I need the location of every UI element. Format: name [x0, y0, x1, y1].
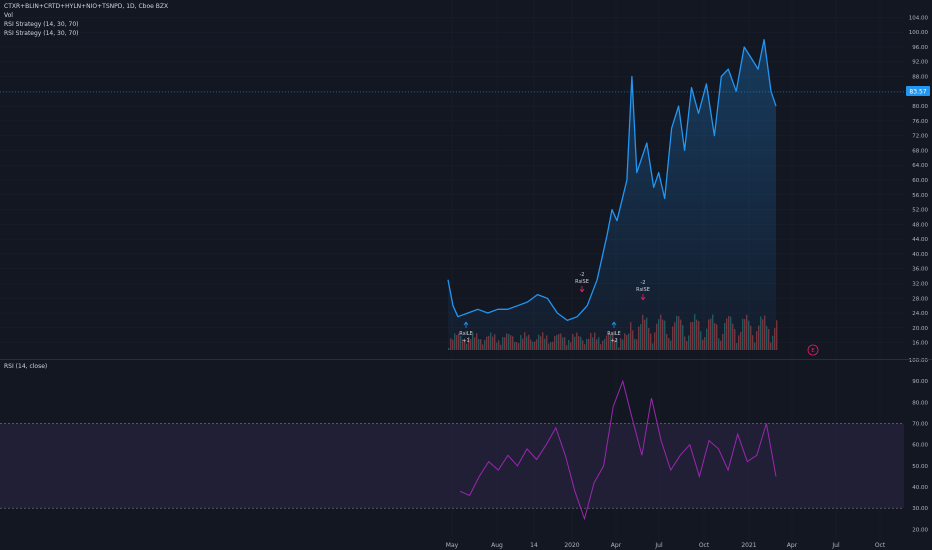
rsi-axis-label: 30.00	[912, 506, 928, 512]
indicator-legend-rsi-strategy-2[interactable]: RSI Strategy (14, 30, 70)	[4, 30, 79, 37]
price-axis-label: 36.00	[912, 267, 928, 273]
price-axis-label: 16.00	[912, 341, 928, 347]
time-axis-label: Jul	[654, 542, 663, 549]
time-axis-label: Oct	[699, 542, 710, 549]
rsi-pane-title: RSI (14, close)	[4, 363, 47, 370]
earnings-label: E	[811, 348, 815, 354]
short-entry-arrow-icon[interactable]	[579, 286, 585, 293]
strategy-marker-label: RsiLE	[607, 331, 620, 337]
time-axis-label: 2021	[741, 542, 756, 549]
rsi-axis-label: 80.00	[912, 400, 928, 406]
time-axis-label: May	[446, 542, 459, 549]
time-axis-label: Apr	[611, 542, 622, 549]
last-price-label: 83.57	[909, 89, 926, 96]
price-axis-label: 96.00	[912, 45, 928, 51]
price-axis-label: 104.00	[909, 15, 929, 21]
price-axis-label: 20.00	[912, 326, 928, 332]
price-axis-label: 32.00	[912, 281, 928, 287]
long-entry-arrow-icon[interactable]	[611, 321, 617, 328]
price-axis-label: 40.00	[912, 252, 928, 258]
price-axis-label: 64.00	[912, 163, 928, 169]
price-axis-label: 56.00	[912, 193, 928, 199]
rsi-axis-label: 20.00	[912, 527, 928, 533]
price-axis-label: 60.00	[912, 178, 928, 184]
price-axis-label: 44.00	[912, 237, 928, 243]
price-axis-label: 72.00	[912, 134, 928, 140]
strategy-marker-qty: +2	[610, 338, 617, 344]
time-axis-label: Apr	[787, 542, 798, 549]
time-axis-label: Jul	[831, 542, 840, 549]
strategy-marker-label: RsiSE	[636, 287, 650, 293]
last-price-badge	[906, 86, 930, 96]
strategy-marker-qty: -2	[641, 280, 646, 286]
price-axis-label: 80.00	[912, 104, 928, 110]
strategy-marker-qty: -2	[580, 272, 585, 278]
indicator-legend-vol[interactable]: Vol	[4, 12, 13, 19]
strategy-marker-label: RsiLE	[459, 331, 472, 337]
rsi-axis-label: 50.00	[912, 464, 928, 470]
strategy-marker-label: RsiSE	[575, 279, 589, 285]
price-area	[448, 39, 776, 350]
strategy-marker-qty: +1	[462, 338, 469, 344]
price-axis-label: 24.00	[912, 311, 928, 317]
rsi-axis-label: 100.00	[909, 358, 929, 364]
price-axis-label: 100.00	[909, 30, 929, 36]
price-line[interactable]	[447, 38, 777, 322]
symbol-legend[interactable]: CTXR+BLIN+CRTD+HYLN+NIO+TSNPD, 1D, Cboe …	[4, 3, 169, 10]
time-axis-label: 14	[530, 542, 538, 549]
rsi-line[interactable]	[459, 379, 777, 521]
price-axis-label: 76.00	[912, 119, 928, 125]
long-entry-arrow-icon[interactable]	[463, 321, 469, 328]
rsi-axis-label: 40.00	[912, 485, 928, 491]
price-axis-label: 68.00	[912, 148, 928, 154]
price-axis-label: 48.00	[912, 222, 928, 228]
indicator-legend-rsi-strategy[interactable]: RSI Strategy (14, 30, 70)	[4, 21, 79, 28]
earnings-marker[interactable]	[807, 344, 819, 356]
short-entry-arrow-icon[interactable]	[640, 294, 646, 301]
price-axis-label: 92.00	[912, 60, 928, 66]
time-axis-label: Oct	[875, 542, 886, 549]
price-axis-label: 28.00	[912, 296, 928, 302]
price-axis-label: 88.00	[912, 75, 928, 81]
rsi-axis-label: 90.00	[912, 379, 928, 385]
time-axis-label: 2020	[564, 542, 579, 549]
rsi-axis-label: 60.00	[912, 443, 928, 449]
rsi-band	[0, 423, 904, 509]
price-axis-label: 52.00	[912, 208, 928, 214]
rsi-axis-label: 70.00	[912, 422, 928, 428]
time-axis-label: Aug	[491, 542, 503, 549]
